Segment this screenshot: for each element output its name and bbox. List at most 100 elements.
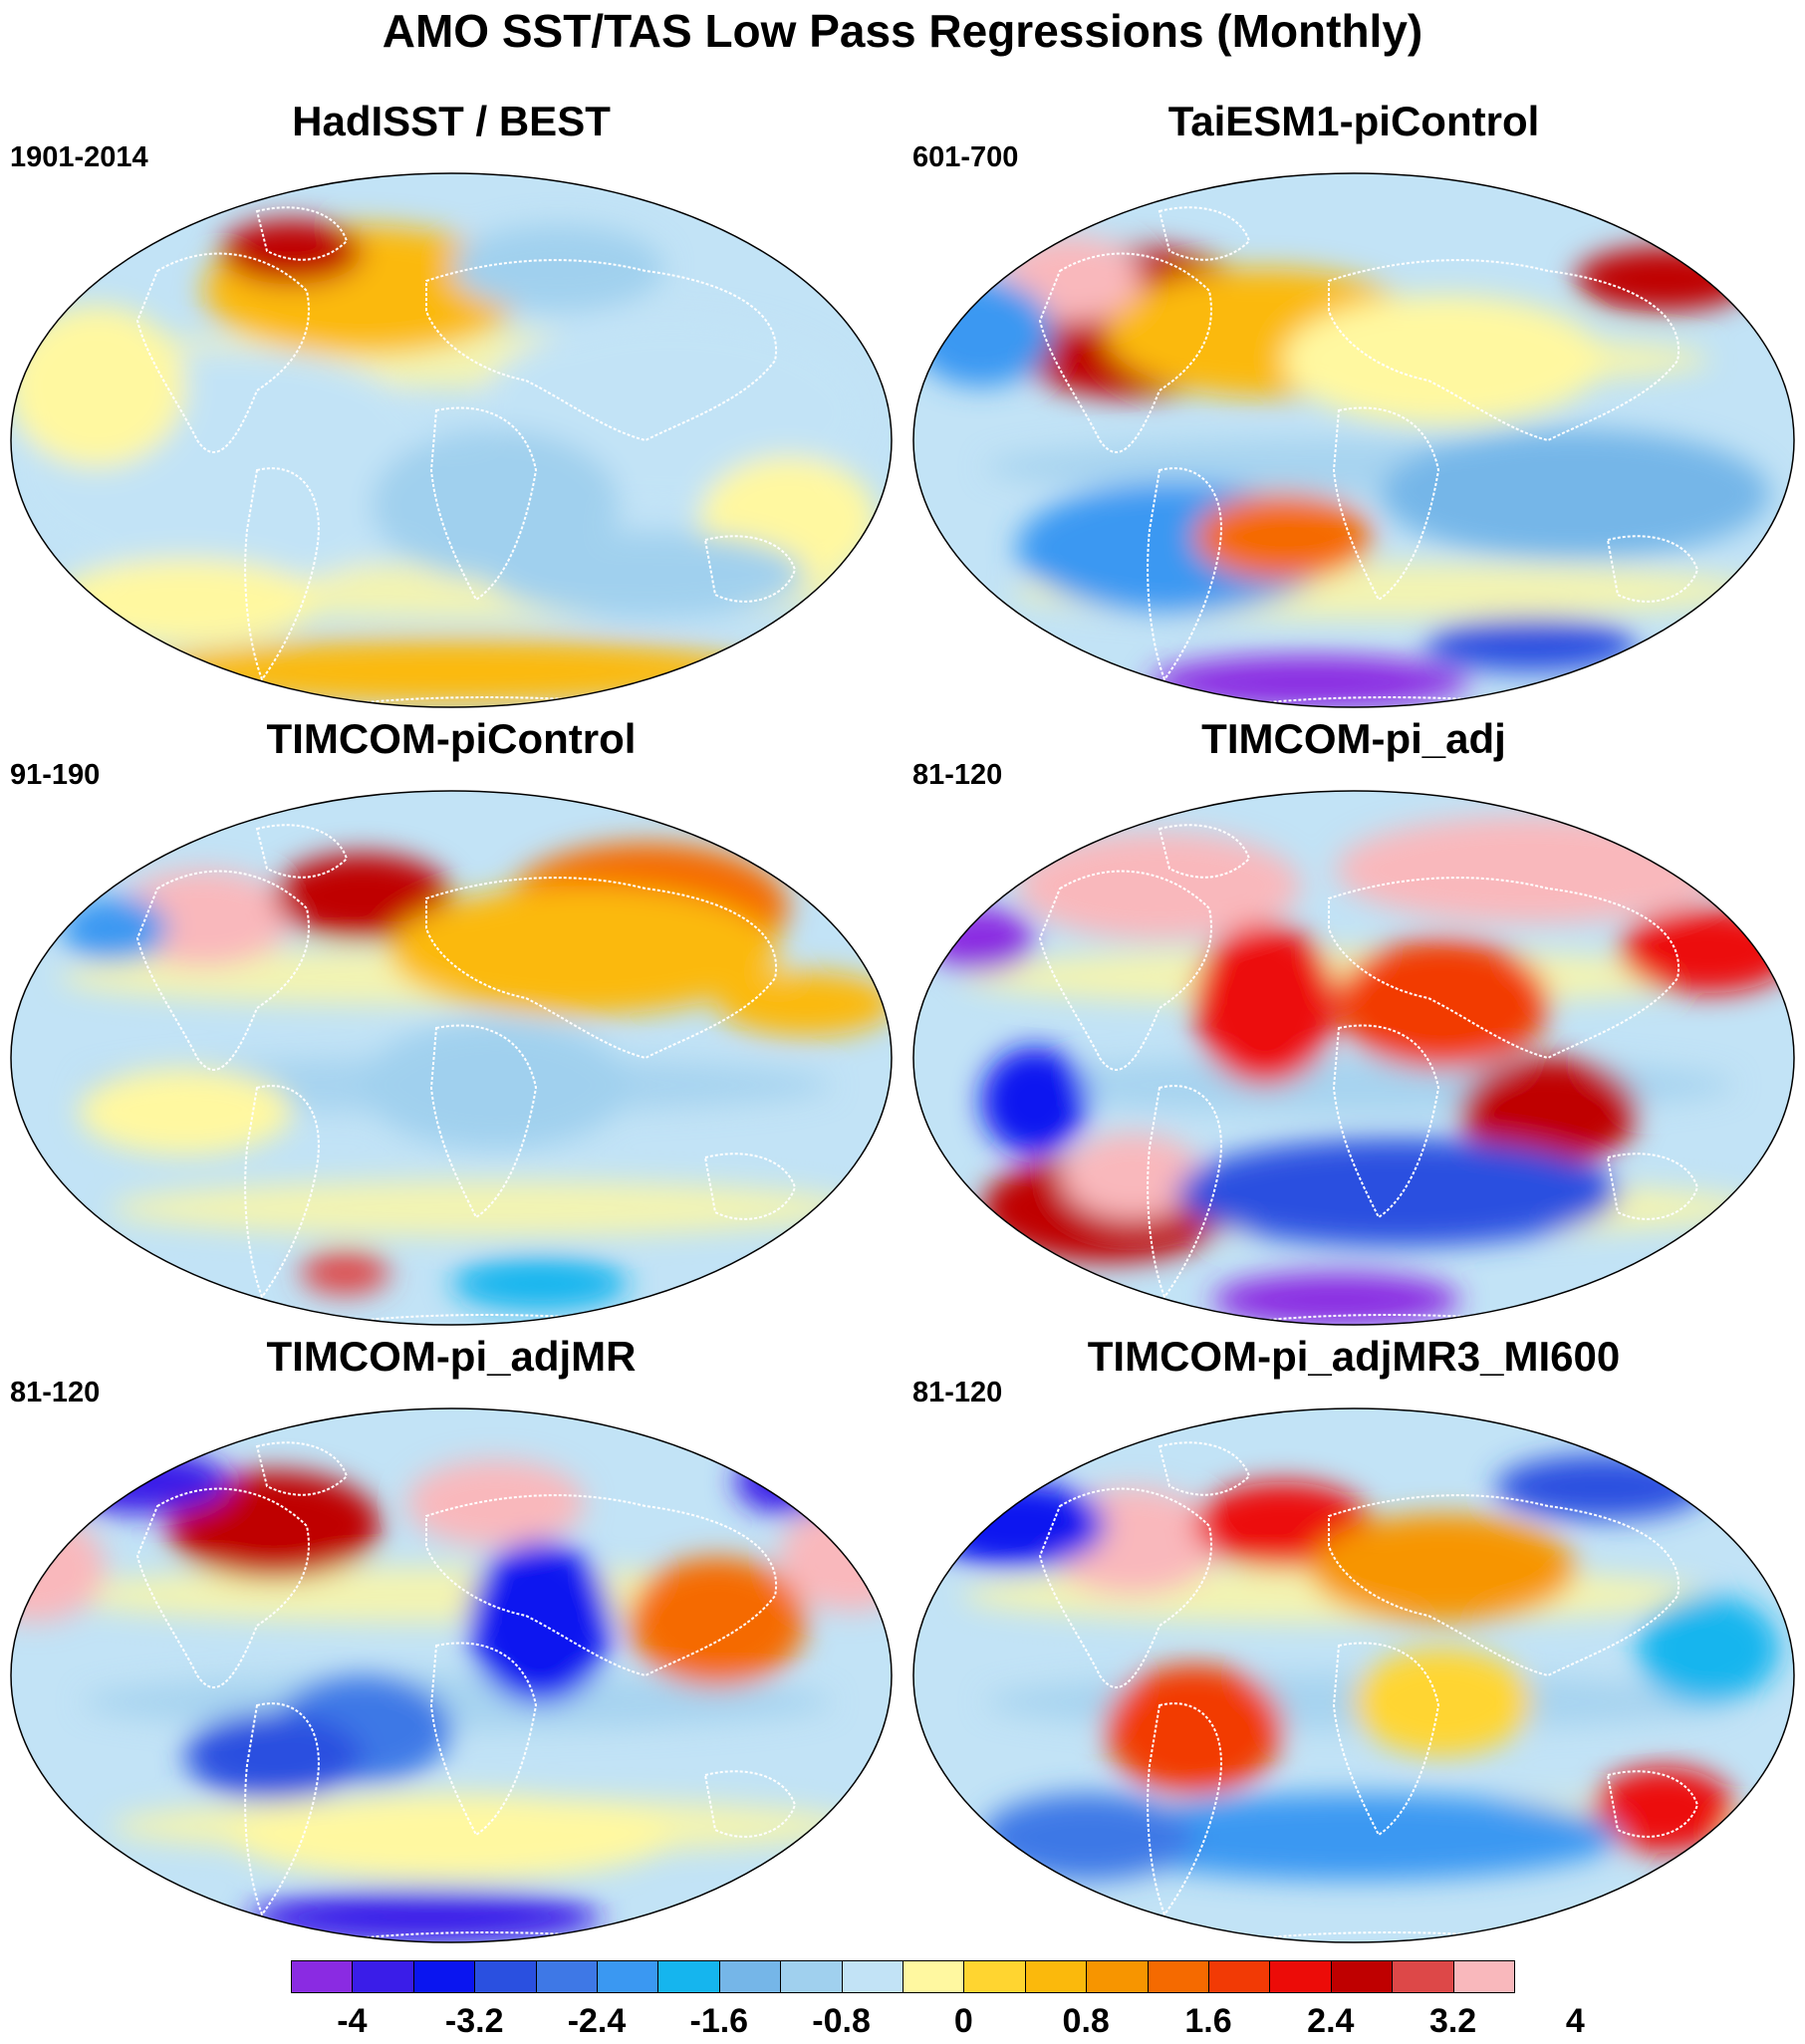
panel-period: 91-190	[10, 759, 101, 791]
coastline	[429, 1024, 538, 1219]
coastline	[703, 1152, 797, 1220]
field-anomaly	[1336, 816, 1726, 923]
colorbar-tick-label: -1.6	[689, 2002, 749, 2040]
field-anomaly	[1495, 1454, 1708, 1520]
field-anomaly	[1380, 429, 1771, 559]
colorbar-swatch	[780, 1960, 843, 1993]
map-plot	[10, 172, 893, 708]
coastline	[1332, 1024, 1440, 1219]
map-boundary	[912, 172, 1795, 708]
colorbar-swatch	[902, 1960, 965, 1993]
field-anomaly	[61, 896, 168, 961]
colorbar-swatch	[841, 1960, 903, 1993]
colorbar-swatch	[1208, 1960, 1271, 1993]
colorbar-swatch	[1269, 1960, 1332, 1993]
field-anomaly	[1282, 295, 1603, 424]
panel-title: TIMCOM-pi_adj	[1201, 715, 1506, 762]
field-band	[110, 1180, 860, 1237]
field-anomaly	[1575, 246, 1753, 312]
panel-title: HadISST / BEST	[292, 98, 611, 144]
field-anomaly	[1309, 1514, 1576, 1622]
field-anomaly	[406, 1460, 585, 1547]
coastline	[255, 824, 349, 879]
map-panel: TaiESM1-piControl 601-700	[902, 98, 1805, 715]
map-plot	[912, 172, 1795, 708]
field-anomaly	[486, 531, 806, 619]
coastline	[1158, 206, 1251, 261]
coastline	[135, 870, 310, 1071]
map-panel: TIMCOM-pi_adjMR3_MI600 81-120	[902, 1333, 1805, 1950]
map-boundary	[912, 790, 1795, 1326]
field-band	[961, 949, 1710, 1005]
colorbar-tick-label: 4	[1565, 2002, 1585, 2040]
coastline	[135, 252, 310, 453]
panel-title: TIMCOM-piControl	[266, 715, 637, 762]
field-anomaly	[1459, 1058, 1638, 1165]
field-anomaly	[1088, 1793, 1620, 1881]
coastline	[255, 1441, 349, 1496]
coastline	[425, 877, 778, 1060]
colorbar-swatch	[1147, 1960, 1209, 1993]
field-anomaly	[1061, 1133, 1203, 1219]
colorbar-swatch	[412, 1960, 476, 1993]
coastline	[1038, 252, 1212, 453]
colorbar-swatch	[1086, 1960, 1149, 1993]
coastline	[1147, 467, 1222, 682]
coastline	[425, 1494, 778, 1677]
panel-period: 81-120	[912, 759, 1003, 791]
field-anomaly	[1211, 1273, 1460, 1325]
colorbar-swatch	[597, 1960, 659, 1993]
field-anomaly	[1593, 1766, 1735, 1854]
colorbar-swatch	[352, 1960, 414, 1993]
coastline	[1147, 1085, 1222, 1300]
colorbar-tick-label: -3.2	[444, 2002, 504, 2040]
coastline	[425, 259, 778, 442]
map-plot	[912, 1407, 1795, 1943]
panel-period: 81-120	[912, 1377, 1003, 1408]
colorbar-tick-label: 1.6	[1184, 2002, 1232, 2040]
field-anomaly	[79, 1068, 292, 1155]
colorbar-tick-label: 0.8	[1062, 2002, 1110, 2040]
coastline	[1158, 824, 1251, 879]
map-boundary	[10, 172, 893, 708]
colorbar-tick-label: -4	[337, 2002, 368, 2040]
coastline	[1332, 406, 1440, 602]
colorbar-swatch	[1452, 1960, 1515, 1993]
coastline	[1332, 1642, 1440, 1837]
panel-period: 81-120	[10, 1377, 101, 1408]
map-plot	[912, 790, 1795, 1326]
field-anomaly	[1637, 1595, 1780, 1702]
field-anomaly	[1193, 494, 1372, 581]
coastline	[429, 406, 538, 602]
field-anomaly	[629, 1557, 806, 1686]
coastline	[1328, 877, 1680, 1060]
colorbar-tick-label: 2.4	[1307, 2002, 1355, 2040]
field-anomaly	[167, 1470, 381, 1579]
map-panel: TIMCOM-piControl 91-190	[0, 715, 902, 1333]
map-panel: HadISST / BEST 1901-2014	[0, 98, 902, 715]
field-anomaly	[913, 279, 1053, 386]
colorbar-swatch	[1392, 1960, 1454, 1993]
field-anomaly	[11, 306, 185, 467]
figure-title: AMO SST/TAS Low Pass Regressions (Monthl…	[382, 5, 1423, 57]
colorbar-swatch	[535, 1960, 598, 1993]
map-boundary	[10, 790, 893, 1326]
field-anomaly	[981, 1047, 1088, 1155]
field-anomaly	[300, 1251, 389, 1295]
field-anomaly	[52, 558, 319, 645]
colorbar-tick-label: -2.4	[567, 2002, 627, 2040]
coastline	[1606, 1152, 1699, 1220]
field-anomaly	[1105, 1664, 1283, 1794]
field-anomaly	[52, 1449, 230, 1514]
field-anomaly	[1176, 1139, 1620, 1246]
panel-title: TIMCOM-pi_adjMR3_MI600	[1087, 1333, 1621, 1380]
colorbar-swatch	[291, 1960, 354, 1993]
field-anomaly	[451, 225, 664, 312]
coastline	[244, 1085, 320, 1300]
field-anomaly	[451, 1256, 629, 1311]
field-anomaly	[185, 1712, 363, 1800]
field-anomaly	[1424, 618, 1638, 672]
coastline	[1147, 1702, 1222, 1917]
colorbar-tick-label: 3.2	[1428, 2002, 1477, 2040]
coastline	[1158, 1441, 1251, 1496]
